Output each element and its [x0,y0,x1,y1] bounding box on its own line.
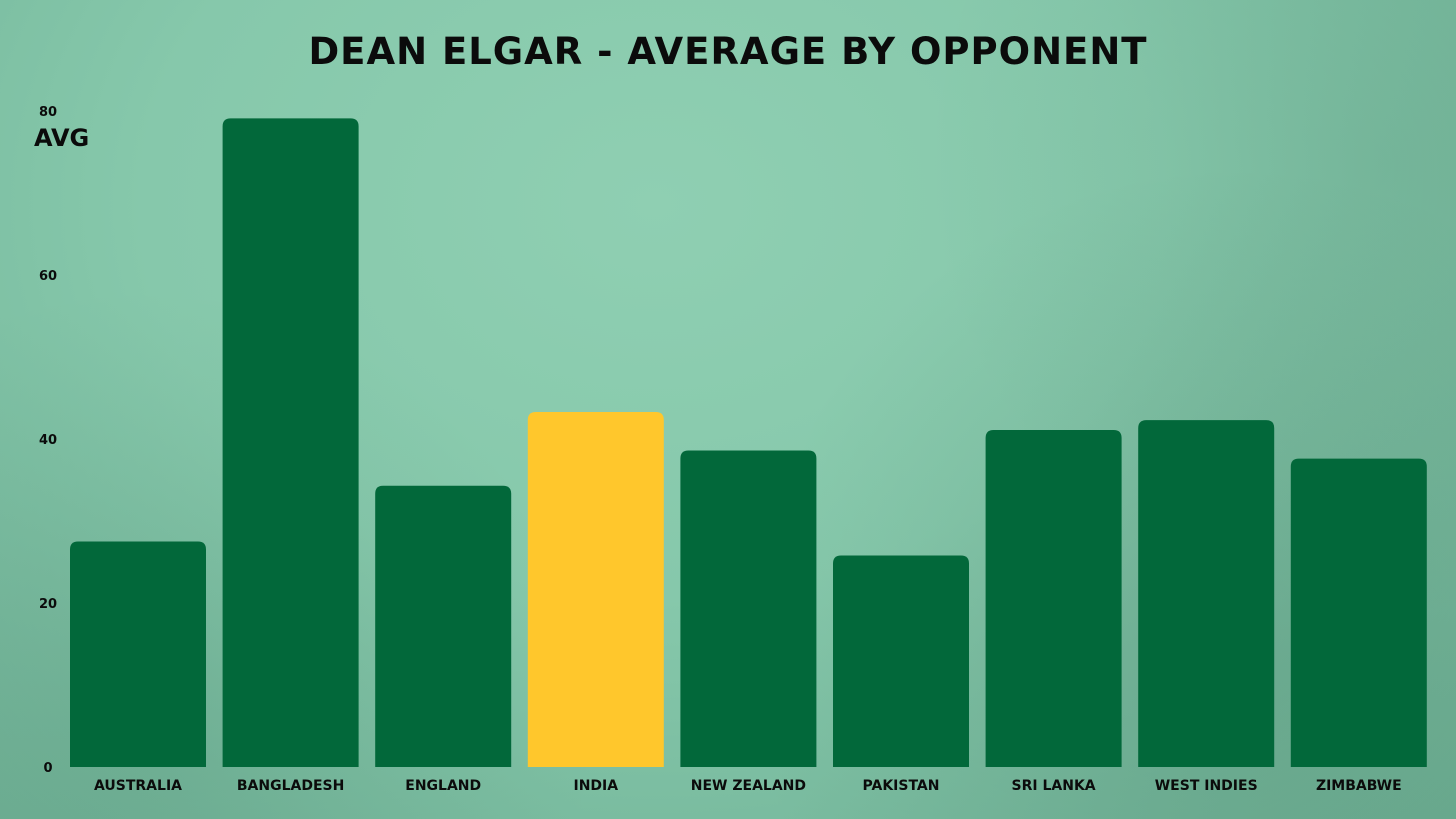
bar-bangladesh [222,118,359,767]
x-tick-label: AUSTRALIA [94,778,182,794]
chart-title: DEAN ELGAR - AVERAGE BY OPPONENT [308,30,1148,73]
bars [70,118,1427,767]
y-tick-label: 0 [43,761,52,776]
bar-india [527,411,664,767]
bar-pakistan [833,555,969,767]
y-tick-label: 20 [39,597,57,612]
bar-new-zealand [680,450,817,767]
y-tick-label: 80 [39,105,57,120]
x-tick-label: WEST INDIES [1155,778,1258,794]
y-tick-label: 40 [39,433,57,448]
bar-england [375,485,512,767]
x-tick-label: SRI LANKA [1012,778,1096,794]
x-tick-label: ZIMBABWE [1316,778,1402,794]
x-tick-label: ENGLAND [405,778,481,794]
bar-sri-lanka [985,429,1122,767]
x-tick-label: INDIA [574,778,619,794]
x-tick-label: BANGLADESH [237,778,344,794]
x-tick-label: NEW ZEALAND [691,778,806,794]
y-axis-ticks: 0 20 40 60 80 [39,105,57,776]
y-axis-label: AVG [34,124,90,152]
bar-west-indies [1138,420,1275,767]
bar-australia [70,541,206,767]
x-axis-labels: AUSTRALIA BANGLADESH ENGLAND INDIA NEW ZEALA… [94,778,1402,794]
y-tick-label: 60 [39,269,57,284]
x-tick-label: PAKISTAN [863,778,940,794]
bar-zimbabwe [1290,458,1427,767]
